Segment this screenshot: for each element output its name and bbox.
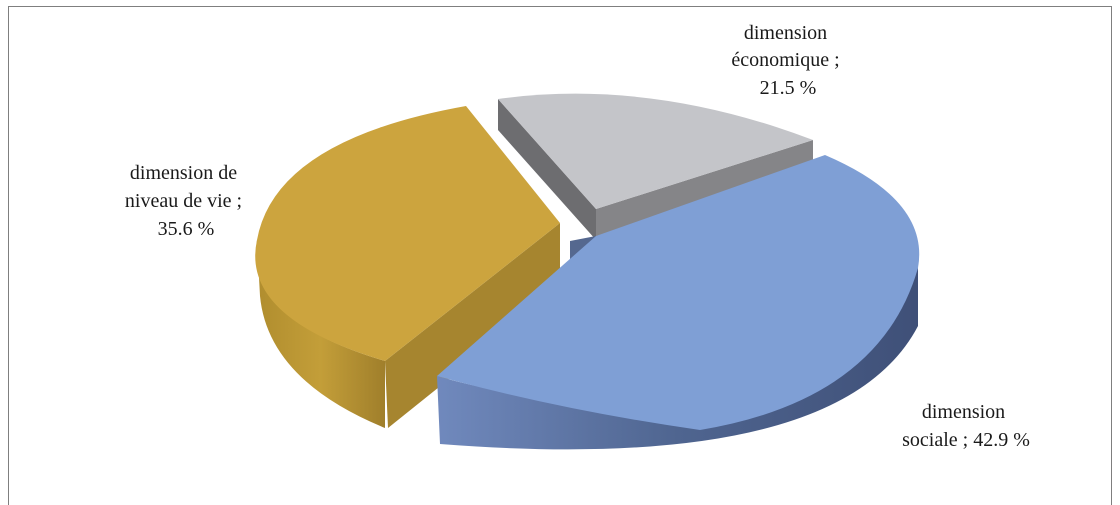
pie-slice-niveau-de-vie: [255, 106, 560, 428]
label-sociale: dimension sociale ; 42.9 %: [902, 401, 1030, 451]
pie-slice-economique: [498, 93, 813, 240]
slice-niveau-side-outer: [256, 240, 385, 428]
slice-niveau-side-cut: [385, 223, 560, 428]
slice-economique-top: [498, 93, 813, 209]
slice-sociale-top: [437, 155, 920, 430]
pie-slice-sociale: [437, 155, 920, 450]
slice-economique-side-left: [498, 99, 596, 240]
label-economique: dimension économique ; 21.5 %: [731, 22, 844, 99]
slice-economique-side-front: [596, 140, 813, 240]
label-niveau-de-vie: dimension de niveau de vie ; 35.6 %: [125, 162, 247, 240]
slice-niveau-top: [255, 106, 560, 361]
